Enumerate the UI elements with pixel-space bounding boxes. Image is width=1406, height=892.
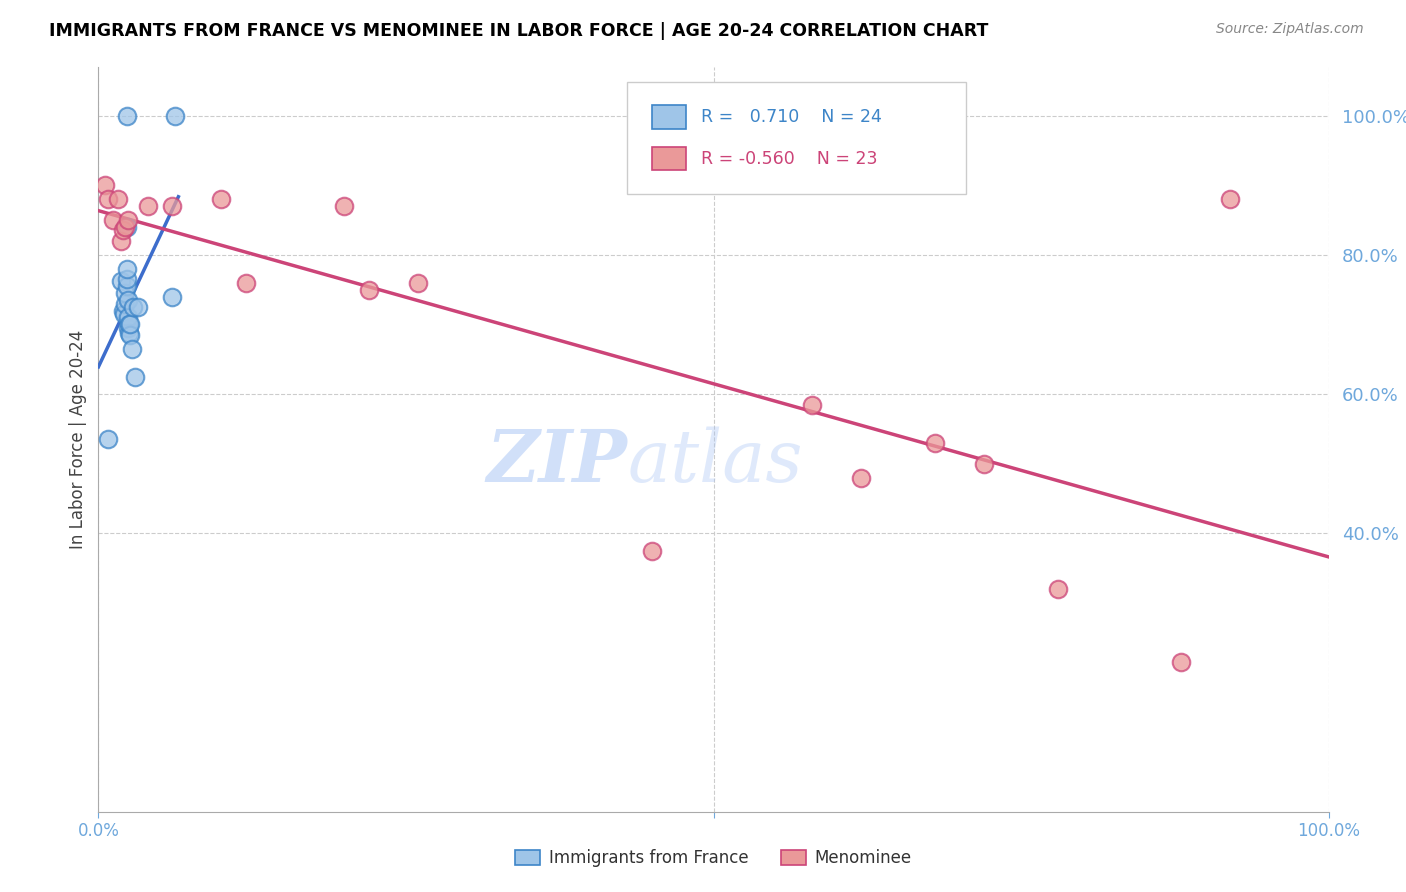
Point: [117, 213, 139, 227]
Point: [333, 199, 356, 213]
Text: R = -0.560    N = 23: R = -0.560 N = 23: [702, 150, 877, 168]
Point: [110, 274, 132, 288]
Point: [93, 178, 115, 193]
Point: [1219, 192, 1241, 206]
Point: [118, 326, 141, 340]
Point: [107, 192, 129, 206]
Point: [115, 279, 138, 293]
Point: [114, 296, 136, 310]
Point: [973, 457, 995, 471]
Point: [118, 318, 141, 332]
Text: Source: ZipAtlas.com: Source: ZipAtlas.com: [1216, 22, 1364, 37]
Point: [359, 283, 381, 297]
Point: [122, 300, 145, 314]
Point: [120, 327, 142, 342]
Point: [1170, 655, 1192, 669]
Text: ZIP: ZIP: [486, 426, 627, 497]
Point: [115, 219, 138, 234]
Point: [162, 290, 183, 304]
Point: [117, 293, 139, 307]
Point: [849, 470, 872, 484]
Y-axis label: In Labor Force | Age 20-24: In Labor Force | Age 20-24: [69, 330, 87, 549]
Point: [112, 307, 135, 321]
Point: [136, 199, 159, 213]
Point: [121, 342, 143, 356]
Text: atlas: atlas: [627, 426, 803, 497]
Point: [924, 435, 946, 450]
Point: [115, 109, 138, 123]
Point: [97, 192, 120, 206]
Point: [112, 223, 135, 237]
FancyBboxPatch shape: [627, 82, 966, 194]
Point: [112, 303, 135, 318]
Point: [801, 397, 824, 411]
Bar: [652, 105, 686, 128]
Point: [114, 219, 136, 234]
Bar: [652, 146, 686, 170]
Point: [114, 286, 136, 301]
Point: [1046, 582, 1070, 596]
Point: [115, 272, 138, 286]
Point: [117, 321, 139, 335]
Point: [103, 213, 125, 227]
Point: [97, 433, 120, 447]
Point: [120, 318, 142, 332]
Text: R =   0.710    N = 24: R = 0.710 N = 24: [702, 108, 882, 126]
Point: [235, 276, 257, 290]
Point: [110, 234, 132, 248]
Point: [641, 543, 664, 558]
Text: IMMIGRANTS FROM FRANCE VS MENOMINEE IN LABOR FORCE | AGE 20-24 CORRELATION CHART: IMMIGRANTS FROM FRANCE VS MENOMINEE IN L…: [49, 22, 988, 40]
Point: [117, 310, 139, 325]
Point: [211, 192, 233, 206]
Point: [127, 300, 149, 314]
Point: [408, 276, 430, 290]
Point: [115, 261, 138, 276]
Point: [163, 109, 186, 123]
Point: [124, 369, 146, 384]
Point: [162, 199, 183, 213]
Legend: Immigrants from France, Menominee: Immigrants from France, Menominee: [509, 843, 918, 874]
